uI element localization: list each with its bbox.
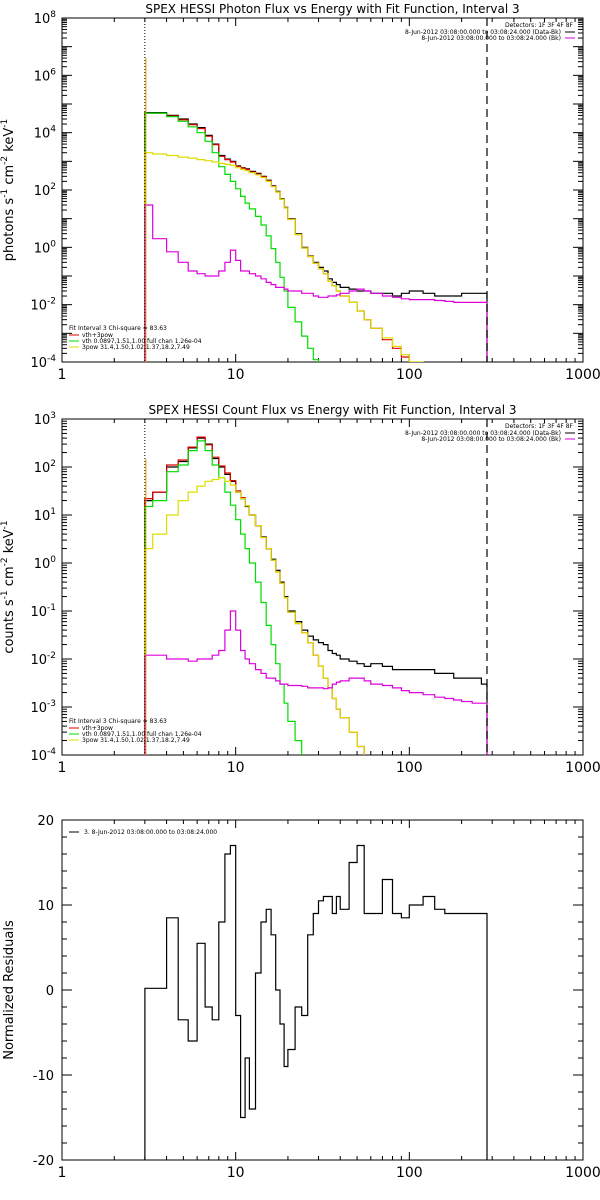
y-tick-label: 10-4 xyxy=(30,747,56,764)
legend-left-label: vth 0.0897,1.51,1.00 full chan 1.26e-04 xyxy=(82,338,202,345)
legend-right-label: 8-Jun-2012 03:08:00.000 to 03:08:24.000 … xyxy=(405,430,561,437)
y-tick-label: 102 xyxy=(34,459,56,476)
y-tick-label: 104 xyxy=(34,125,57,142)
legend-right-label: 8-Jun-2012 03:08:00.000 to 03:08:24.000 … xyxy=(421,35,561,42)
series-data-bk xyxy=(144,437,488,755)
x-tick-label: 10 xyxy=(227,367,245,383)
y-tick-label: 10-2 xyxy=(30,297,56,314)
series-vth xyxy=(144,112,324,362)
x-tick-label: 1000 xyxy=(565,1165,600,1181)
x-tick-label: 10 xyxy=(227,1165,245,1181)
x-tick-label: 10 xyxy=(227,760,245,776)
legend-left-title: 3. 8-Jun-2012 03:08:00.000 to 03:08:24.0… xyxy=(84,829,217,836)
series-vth-3pow xyxy=(144,112,488,362)
detectors-label: Detectors: 1F 3F 4F 8F xyxy=(505,22,574,29)
legend-left-label: 3pow 31.4,1.50,1.02,1.37,18.2,7.49 xyxy=(82,737,190,744)
plot-frame xyxy=(61,418,584,756)
series-vth xyxy=(144,440,314,755)
x-tick-label: 1 xyxy=(58,367,67,383)
detectors-label: Detectors: 1F 3F 4F 8F xyxy=(505,423,574,430)
residuals-panel: 1 10 100 1000 -20 -10 0 10 20 Normalized Residual… xyxy=(2,814,600,1181)
y-tick-label: 108 xyxy=(34,10,57,27)
x-tick-label: 100 xyxy=(396,1165,423,1181)
y-tick-label: -10 xyxy=(33,1069,54,1084)
chart-title: SPEX HESSI Photon Flux vs Energy with Fi… xyxy=(145,2,519,16)
series-3pow xyxy=(144,477,436,755)
legend-left-label: vth 0.0897,1.51,1.00 full chan 1.26e-04 xyxy=(82,731,202,738)
y-tick-label: 102 xyxy=(34,182,56,199)
y-tick-label: 106 xyxy=(34,67,57,84)
series-group xyxy=(144,844,488,1160)
series-3pow xyxy=(144,152,436,362)
y-tick-label: 100 xyxy=(34,555,57,572)
y-tick-label: 103 xyxy=(34,411,56,428)
x-tick-label: 1 xyxy=(58,1165,67,1181)
y-tick-label: 10 xyxy=(37,899,54,914)
y-tick-label: 101 xyxy=(34,507,56,524)
x-tick-label: 1000 xyxy=(565,367,600,383)
series-group xyxy=(144,436,488,755)
x-tick-label: 1 xyxy=(58,760,67,776)
legend-left-label: vth+3pow xyxy=(82,725,113,732)
legend-right-label: 8-Jun-2012 03:08:00.000 to 03:08:24.000 … xyxy=(421,436,561,443)
y-tick-label: 10-1 xyxy=(30,603,56,620)
legend-right-label: 8-Jun-2012 03:08:00.000 to 03:08:24.000 … xyxy=(405,29,561,36)
plot-frame xyxy=(61,819,584,1161)
y-axis-label: photons s-1 cm-2 keV-1 xyxy=(0,119,17,261)
photon-flux-panel: SPEX HESSI Photon Flux vs Energy with Fi… xyxy=(0,2,600,383)
y-tick-label: 20 xyxy=(37,814,54,829)
count-flux-panel: SPEX HESSI Count Flux vs Energy with Fit… xyxy=(0,403,600,776)
y-tick-label: 10-4 xyxy=(30,354,56,371)
chart-title: SPEX HESSI Count Flux vs Energy with Fit… xyxy=(148,403,516,417)
x-tick-label: 100 xyxy=(396,760,423,776)
series-residuals xyxy=(144,844,488,1160)
legend-left-label: vth+3pow xyxy=(82,332,113,339)
y-tick-label: 0 xyxy=(46,984,54,999)
legend-left-title: Fit Interval 3 Chi-square = 83.63 xyxy=(69,325,167,332)
legend-left-label: 3pow 31.4,1.50,1.02,1.37,18.2,7.49 xyxy=(82,344,190,351)
y-tick-label: 10-2 xyxy=(30,651,56,668)
y-tick-label: 10-3 xyxy=(30,699,56,716)
x-tick-label: 100 xyxy=(396,367,423,383)
y-axis-label: Normalized Residuals xyxy=(2,920,17,1060)
series-bk xyxy=(144,610,488,755)
legend-left-title: Fit Interval 3 Chi-square = 83.63 xyxy=(69,718,167,725)
plot-frame xyxy=(61,17,584,363)
y-tick-label: -20 xyxy=(33,1154,54,1169)
series-data-bk xyxy=(144,112,488,362)
x-tick-label: 1000 xyxy=(565,760,600,776)
series-group xyxy=(144,112,488,362)
series-bk xyxy=(144,204,488,362)
y-tick-label: 100 xyxy=(34,239,57,256)
y-axis-label: counts s-1 cm-2 keV-1 xyxy=(0,520,17,653)
